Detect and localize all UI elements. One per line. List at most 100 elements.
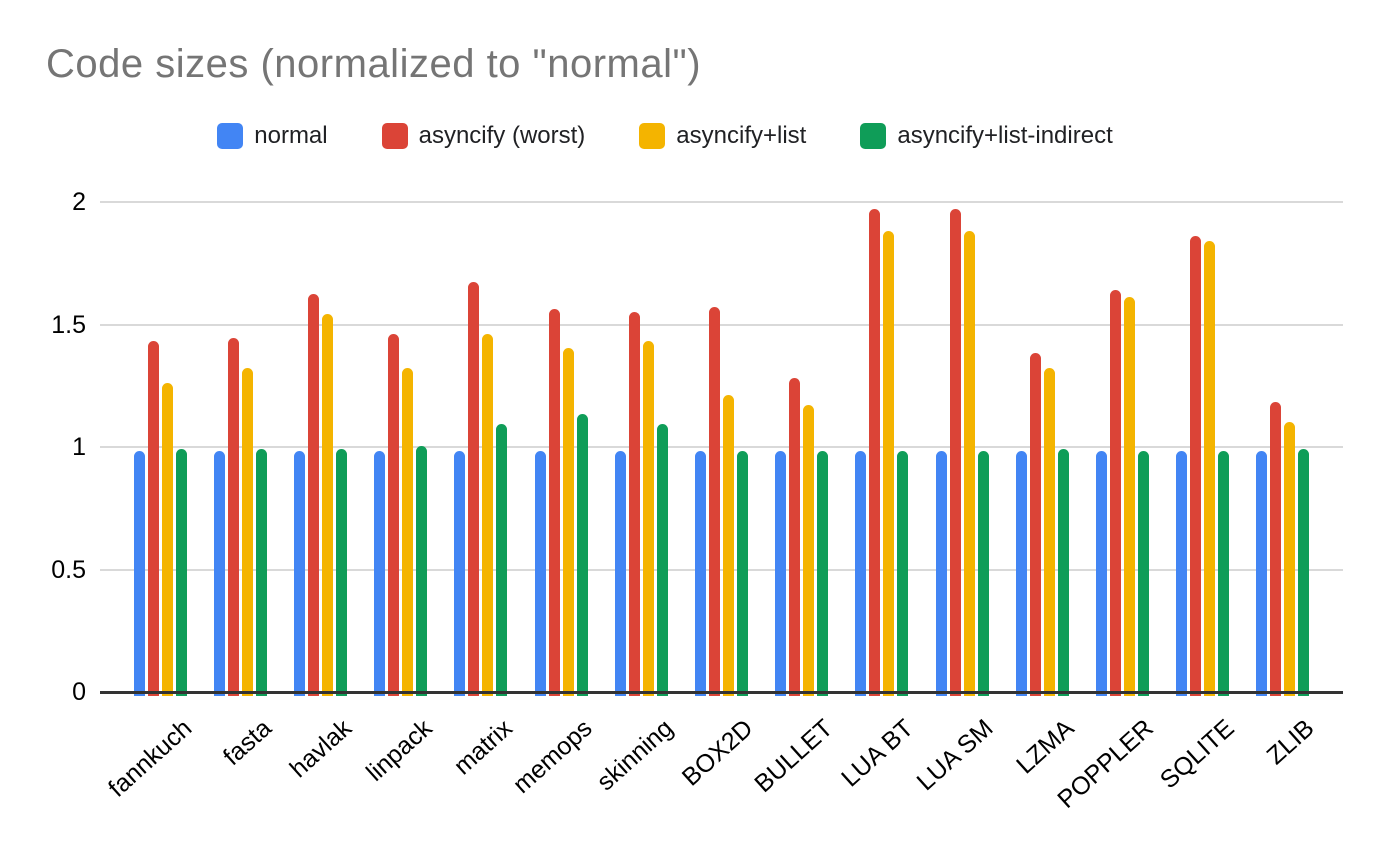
bar [817, 451, 829, 696]
x-label-slot: memops [508, 692, 601, 832]
bar [294, 451, 305, 696]
bar [576, 414, 588, 696]
x-axis-labels: fannkuch fasta havlak linpack matrix memops sk… [103, 692, 1323, 832]
x-category-label: BULLET [749, 714, 839, 799]
bar [322, 314, 333, 696]
x-label-slot: skinning [591, 692, 681, 832]
y-tick-label: 0.5 [51, 555, 86, 584]
bar [1298, 448, 1310, 696]
bar-group-memops [521, 190, 601, 696]
bar [133, 451, 145, 696]
x-label-slot: matrix [441, 692, 521, 832]
x-label-slot: POPPLER [1053, 692, 1162, 832]
x-category-label: fasta [218, 714, 278, 772]
bar [1218, 451, 1230, 696]
chart-title: Code sizes (normalized to "normal") [46, 42, 702, 86]
bar-group-fannkuch [120, 190, 200, 696]
legend-label: asyncify+list-indirect [897, 122, 1113, 149]
x-category-label: LZMA [1010, 714, 1080, 780]
x-category-label: fannkuch [102, 714, 197, 803]
bar-group-BULLET [762, 190, 842, 696]
bar-group-BOX2D [681, 190, 761, 696]
bar [482, 333, 494, 696]
bar-group-LZMA [1002, 190, 1082, 696]
bar [775, 451, 787, 696]
gridline [100, 323, 1343, 326]
x-label-slot: linpack [361, 692, 441, 832]
bar [468, 282, 480, 696]
bar [241, 367, 253, 696]
x-label-slot: BOX2D [677, 692, 761, 832]
bar [1284, 421, 1296, 696]
bar [562, 348, 574, 696]
x-label-slot: ZLIB [1243, 692, 1323, 832]
x-category-label: memops [507, 714, 598, 799]
legend-item-1: normal [217, 122, 328, 150]
bar [855, 451, 867, 696]
bar [255, 448, 267, 696]
legend-item-4: asyncify+list-indirect [860, 122, 1113, 150]
bar [614, 451, 626, 696]
x-label-slot: SQLITE [1155, 692, 1243, 832]
bar [496, 424, 508, 696]
x-label-slot: LUA BT [836, 692, 922, 832]
bar [1256, 451, 1268, 696]
legend-label: asyncify+list [676, 122, 807, 149]
bar-group-skinning [601, 190, 681, 696]
bar [402, 367, 414, 696]
bar [175, 448, 187, 696]
x-category-label: linpack [360, 714, 438, 787]
bar [949, 208, 961, 696]
bar [642, 340, 654, 696]
legend-swatch-icon [860, 123, 887, 149]
bar [737, 451, 749, 696]
bar-group-fasta [200, 190, 280, 696]
bar [308, 294, 319, 696]
plot-area: 0 0.5 1 1.5 2 fannkuch fasta havlak linpack matr… [51, 188, 1343, 814]
x-category-label: havlak [284, 714, 358, 784]
x-axis-baseline [100, 691, 1343, 694]
bar [977, 451, 989, 696]
legend-swatch-icon [381, 123, 408, 149]
x-category-label: LUA BT [835, 714, 919, 793]
legend-item-3: asyncify+list [639, 122, 806, 150]
bar [336, 448, 347, 696]
x-category-label: ZLIB [1261, 714, 1320, 771]
bar [869, 208, 881, 696]
bar-group-SQLITE [1163, 190, 1243, 696]
y-tick-label: 0 [72, 678, 86, 706]
x-label-slot: LUA SM [912, 692, 1002, 832]
bar [1029, 353, 1041, 696]
bar [1176, 451, 1188, 696]
bar [416, 446, 428, 696]
legend-swatch-icon [639, 123, 666, 149]
gridline [100, 201, 1343, 204]
bar [1057, 448, 1069, 696]
bar-group-POPPLER [1082, 190, 1162, 696]
bar [1096, 451, 1108, 696]
bar [789, 377, 801, 696]
bar [656, 424, 668, 696]
bar [1190, 235, 1202, 696]
bar [548, 309, 560, 696]
bar [628, 311, 640, 696]
bar-group-linpack [361, 190, 441, 696]
legend-label: normal [254, 122, 328, 149]
x-category-label: BOX2D [676, 714, 759, 792]
y-tick-label: 2 [72, 188, 86, 217]
bar [161, 382, 173, 696]
bar [883, 230, 895, 696]
bar [534, 451, 546, 696]
bar [803, 404, 815, 696]
y-tick-label: 1 [72, 433, 86, 462]
bar [1110, 289, 1122, 696]
bar [1015, 451, 1027, 696]
x-category-label: SQLITE [1154, 714, 1240, 795]
x-label-slot: fannkuch [103, 692, 200, 832]
bar [374, 451, 386, 696]
bar-group-ZLIB [1243, 190, 1323, 696]
x-label-slot: havlak [280, 692, 360, 832]
bar [227, 338, 239, 696]
bar [1204, 240, 1216, 696]
